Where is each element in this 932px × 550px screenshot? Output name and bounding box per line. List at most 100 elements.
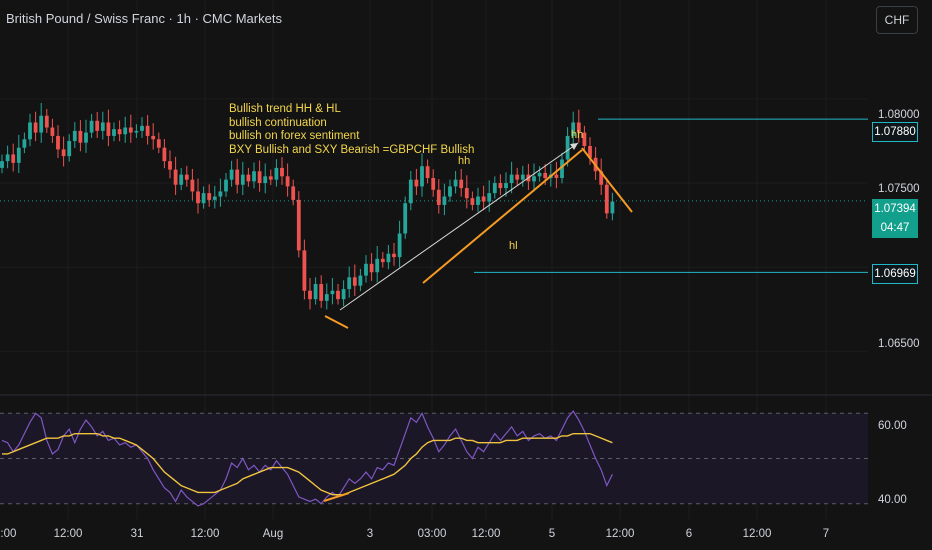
rsi-axis-tick: 60.00 <box>878 420 907 432</box>
candle-body <box>302 250 307 291</box>
candle-body <box>173 169 178 185</box>
upper-level-price-tag: 1.07880 <box>872 122 918 142</box>
time-axis-tick: 12:00 <box>605 528 635 540</box>
candle-body <box>95 120 100 131</box>
candle-body <box>397 233 402 258</box>
candle-body <box>44 115 49 128</box>
candle-body <box>285 176 290 187</box>
candle-body <box>72 130 77 141</box>
candle-body <box>313 284 318 300</box>
chart-title: British Pound / Swiss Franc · 1h · CMC M… <box>6 11 282 26</box>
candle-body <box>67 140 72 157</box>
candle-body <box>453 179 458 187</box>
candle-body <box>442 196 447 205</box>
candle-body <box>392 253 396 258</box>
candle-body <box>459 179 464 189</box>
price-axis-tick: 1.06500 <box>878 338 920 350</box>
candle-body <box>128 127 133 133</box>
candle-body <box>207 193 212 200</box>
candle-body <box>604 184 609 214</box>
candle-body <box>352 277 357 286</box>
candle-body <box>168 161 172 170</box>
currency-button[interactable]: CHF <box>876 6 918 34</box>
candle-body <box>576 122 581 133</box>
candle-body <box>117 129 122 135</box>
higher-low-label: hl <box>509 240 518 252</box>
candle-body <box>425 166 430 178</box>
candle-body <box>240 174 245 185</box>
candle-body <box>537 172 542 177</box>
candle-body <box>235 169 240 185</box>
time-axis-tick: 12:00 <box>742 528 772 540</box>
candle-body <box>380 258 385 263</box>
candle-body <box>39 115 44 133</box>
candle-body <box>33 122 38 133</box>
candle-body <box>347 277 352 290</box>
candle-body <box>0 161 4 168</box>
candle-body <box>492 183 497 194</box>
candle-body <box>498 183 503 189</box>
candle-body <box>229 169 234 180</box>
arrow-line <box>339 142 579 311</box>
candle-body <box>16 147 21 163</box>
candle-body <box>599 171 604 185</box>
candle-body <box>268 176 273 180</box>
candle-body <box>487 193 492 202</box>
candle-body <box>201 193 206 204</box>
candle-body <box>190 179 195 192</box>
candle-body <box>588 146 592 158</box>
candle-body <box>554 174 559 178</box>
candle-body <box>84 132 88 143</box>
arrow-head <box>570 143 578 150</box>
candle-body <box>308 290 312 300</box>
time-axis-tick: 7 <box>822 528 830 540</box>
candle-body <box>481 196 486 202</box>
candle-body <box>156 139 161 148</box>
time-axis-tick: 12:00 <box>190 528 220 540</box>
candle-body <box>414 179 419 187</box>
time-axis-tick: Aug <box>262 528 284 540</box>
trend-line <box>324 315 349 329</box>
note-line: bullish on forex sentiment <box>229 130 360 142</box>
time-axis-tick: 03:00 <box>417 528 447 540</box>
candle-body <box>448 186 452 197</box>
candle-body <box>246 174 251 182</box>
candle-body <box>56 135 60 150</box>
candle-body <box>324 294 329 301</box>
candle-body <box>403 203 408 234</box>
time-axis-tick: 5 <box>548 528 556 540</box>
candle-body <box>196 191 200 204</box>
candle-body <box>565 135 570 160</box>
candle-body <box>112 129 116 136</box>
candle-body <box>145 125 150 136</box>
current-price-tag: 1.07394 <box>872 199 918 219</box>
rsi-ma-line <box>2 432 613 496</box>
candle-body <box>22 139 27 148</box>
candle-body <box>431 178 436 190</box>
candle-body <box>140 125 144 131</box>
candle-body <box>560 159 564 178</box>
candle-body <box>386 253 391 263</box>
candle-body <box>61 149 66 157</box>
time-axis-tick: 31 <box>130 528 144 540</box>
candle-body <box>364 263 368 276</box>
time-axis-tick: 6 <box>685 528 693 540</box>
candle-body <box>224 179 228 192</box>
rsi-axis-tick: 40.00 <box>878 494 907 506</box>
candle-body <box>543 172 548 178</box>
candle-body <box>520 174 525 180</box>
higher-high-label: hh <box>571 129 584 141</box>
candle-body <box>100 122 105 131</box>
time-axis-tick: 3 <box>366 528 374 540</box>
candle-body <box>184 174 189 180</box>
candle-body <box>280 167 284 177</box>
candle-countdown: 04:47 <box>872 218 918 238</box>
candle-body <box>436 189 441 205</box>
candle-body <box>123 127 128 135</box>
candle-body <box>257 171 262 184</box>
candle-body <box>358 275 363 286</box>
candle-body <box>336 290 340 300</box>
candle-body <box>571 122 576 136</box>
lower-level-price-tag: 1.06969 <box>872 264 918 284</box>
